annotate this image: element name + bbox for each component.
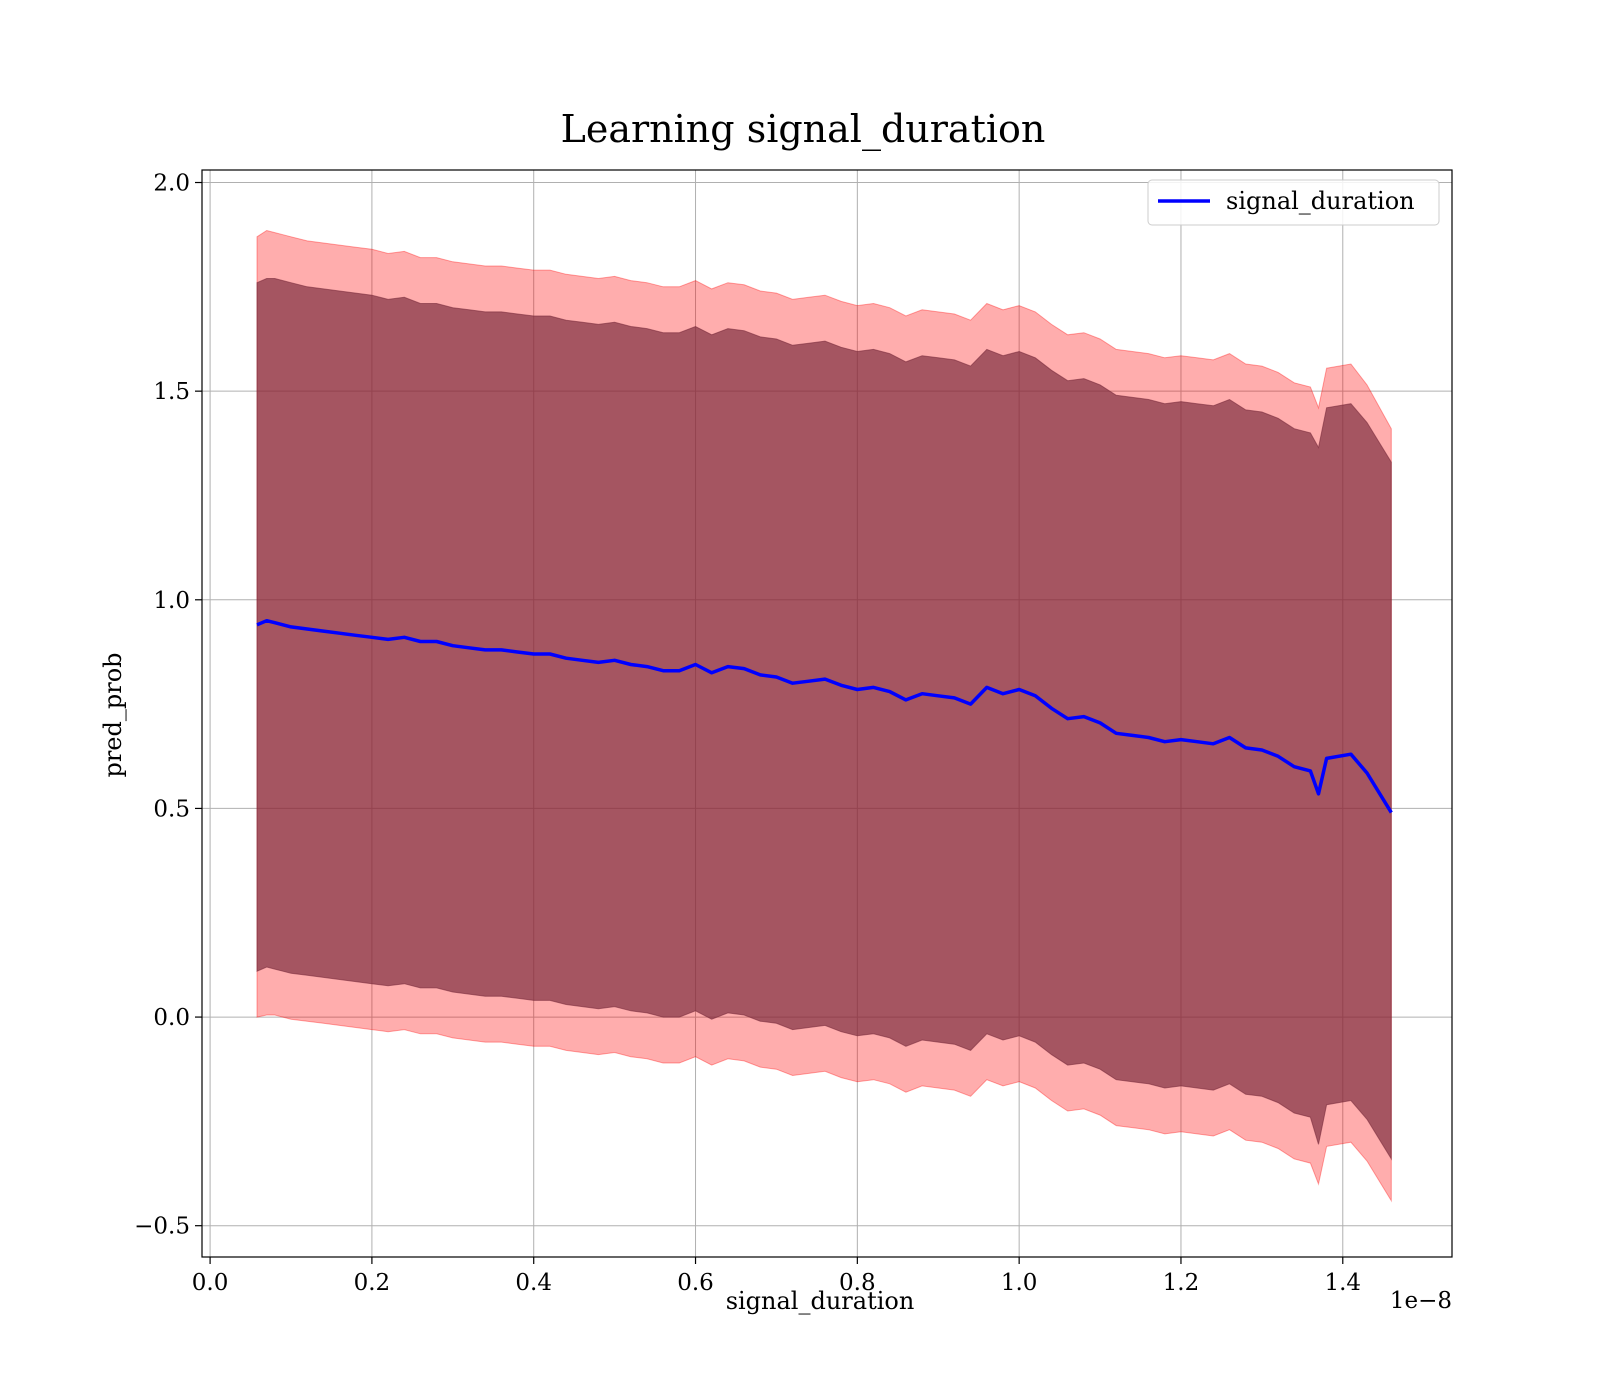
inner-confidence-band <box>256 278 1392 1161</box>
x-axis-scale-label: 1e−8 <box>1390 1288 1452 1314</box>
chart-title: Learning signal_duration <box>561 107 1046 152</box>
confidence-bands <box>256 229 1392 1203</box>
y-tick-label: −0.5 <box>134 1214 190 1240</box>
y-axis-label: pred_prob <box>99 652 127 777</box>
series-line-0 <box>256 618 1393 814</box>
x-tick-label: 0.0 <box>192 1270 229 1296</box>
x-tick-label: 0.4 <box>515 1270 552 1296</box>
legend-box <box>1147 179 1440 226</box>
x-tick-label: 0.6 <box>677 1270 714 1296</box>
plot-area: 0.0 0.2 0.4 0.6 0.8 1.0 1.2 1.4 −0.5 0.0 0.5 1.0 1.5… <box>134 169 1453 1296</box>
legend: signal_duration <box>1147 179 1440 226</box>
x-tick-label: 0.2 <box>354 1270 391 1296</box>
y-tick-label: 1.5 <box>153 379 190 405</box>
x-tick-label: 0.8 <box>839 1270 876 1296</box>
axis-ticks: 0.0 0.2 0.4 0.6 0.8 1.0 1.2 1.4 −0.5 0.0 0.5 1.0 1.5… <box>134 171 1361 1296</box>
x-tick-label: 1.2 <box>1163 1270 1200 1296</box>
y-tick-label: 2.0 <box>153 171 190 197</box>
series-lines <box>256 618 1393 814</box>
axes-frame <box>201 169 1453 1258</box>
y-tick-label: 1.0 <box>153 588 190 614</box>
x-tick-label: 1.4 <box>1324 1270 1361 1296</box>
y-tick-label: 0.0 <box>153 1005 190 1031</box>
legend-label: signal_duration <box>1226 187 1415 215</box>
x-axis-label: signal_duration <box>726 1287 915 1315</box>
x-tick-label: 1.0 <box>1001 1270 1038 1296</box>
y-tick-label: 0.5 <box>153 796 190 822</box>
